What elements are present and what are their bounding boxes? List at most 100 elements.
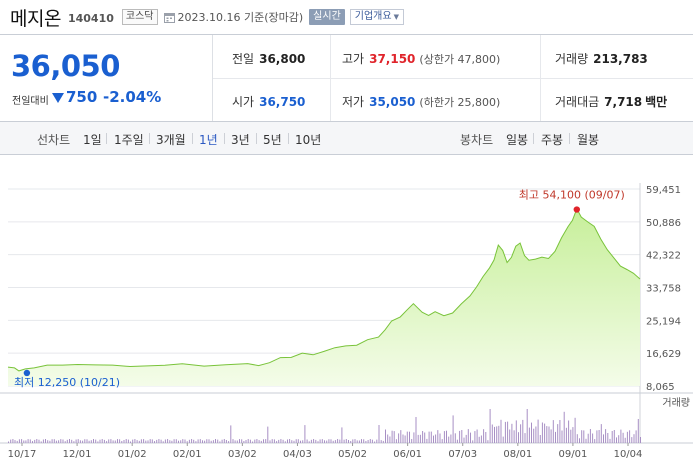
candle-monthly[interactable]: 월봉 [577, 133, 600, 147]
volume-bar [300, 440, 301, 443]
volume-bar [478, 436, 480, 443]
company-overview-dropdown[interactable]: 기업개요 ▼ [349, 9, 404, 25]
market-badge: 코스닥 [121, 9, 158, 25]
volume-bar [245, 440, 247, 443]
volume-bar [269, 440, 271, 443]
y-tick-label: 42,322 [646, 251, 681, 262]
realtime-button[interactable]: 실시간 [309, 9, 345, 25]
volume-bar [624, 437, 626, 443]
volume-bar [406, 431, 408, 443]
volume-bar [232, 439, 234, 443]
volume-bar [117, 439, 118, 443]
volume-bar [287, 439, 288, 443]
candle-weekly[interactable]: 주봉 [541, 133, 564, 147]
volume-bar [315, 439, 317, 443]
trade-amount-unit: 백만 [645, 95, 668, 109]
volume-bar [140, 439, 142, 443]
volume-bar [376, 439, 378, 443]
period-1y[interactable]: 1년 [199, 133, 218, 147]
volume-bar [348, 440, 349, 443]
volume-bar [378, 425, 380, 443]
quote-col-divider [540, 35, 541, 121]
volume-bar [77, 439, 79, 443]
volume-bar [110, 439, 112, 443]
volume-bar [618, 435, 620, 443]
volume-bar [18, 439, 20, 443]
volume-bar [282, 439, 284, 443]
volume-bar [29, 439, 31, 443]
period-separator [569, 133, 570, 144]
volume-bar [587, 433, 589, 443]
x-tick-label: 10/04 [614, 449, 643, 460]
x-tick-label: 09/01 [558, 449, 587, 460]
price-change-percent: -2.04% [103, 88, 162, 106]
volume-bar [422, 431, 424, 443]
x-axis-ticks: 10/17 12/01 01/02 02/01 03/02 04/03 05/02 06/01… [8, 443, 643, 460]
period-separator [224, 133, 225, 144]
volume-bar [317, 441, 319, 443]
volume-bar [511, 423, 513, 443]
volume-bar [385, 429, 386, 443]
volume-bar [265, 439, 267, 443]
volume-bar [258, 440, 260, 443]
volume-bar [594, 439, 596, 443]
volume-bar [164, 439, 166, 443]
period-1w[interactable]: 1주일 [114, 133, 144, 147]
volume-bar [225, 440, 227, 443]
volume-bar [629, 430, 631, 443]
volume-bar [363, 439, 365, 443]
volume-bar [293, 440, 295, 443]
open-value: 36,750 [259, 95, 306, 109]
volume-bar [328, 439, 330, 443]
volume-bar [321, 439, 323, 443]
volume-bar [134, 439, 136, 443]
volume-bar [71, 439, 73, 443]
volume-bar [515, 420, 517, 443]
quote-row-divider [213, 78, 693, 79]
volume-bar [69, 439, 70, 443]
low-label: 저가 [342, 95, 365, 109]
lower-limit: (하한가 25,800) [419, 96, 501, 109]
volume-bar [433, 435, 434, 443]
volume-bar [467, 429, 469, 443]
volume-bar [402, 434, 404, 443]
volume-bar [550, 429, 552, 443]
period-5y[interactable]: 5년 [263, 133, 282, 147]
volume-bar [613, 430, 615, 443]
period-3m[interactable]: 3개월 [156, 133, 186, 147]
volume-bar [106, 441, 108, 443]
volume-bar [576, 434, 578, 443]
period-3y[interactable]: 3년 [231, 133, 250, 147]
volume-bar [121, 441, 123, 443]
x-tick-label: 04/03 [283, 449, 312, 460]
volume-bar [12, 439, 14, 443]
volume-bar [391, 430, 393, 443]
period-1d[interactable]: 1일 [83, 133, 102, 147]
volume-bar [526, 409, 528, 443]
period-separator [288, 133, 289, 144]
volume-bar [34, 439, 36, 443]
volume-bar [557, 424, 559, 443]
volume-bar [537, 419, 539, 443]
volume-bar [147, 440, 149, 443]
volume-bar [592, 433, 594, 443]
volume-bar [304, 425, 306, 443]
volume-bar [509, 429, 511, 443]
volume-bar [585, 438, 587, 443]
volume-bar [319, 439, 321, 443]
volume-bar [223, 439, 225, 443]
candle-daily[interactable]: 일봉 [506, 133, 529, 147]
volume-bar [483, 429, 485, 443]
volume-bar [217, 439, 219, 443]
volume-bar [454, 433, 456, 443]
high-annotation: 최고 54,100 (09/07) [519, 189, 625, 202]
volume-bar [66, 439, 68, 443]
volume-bar [428, 431, 430, 443]
reference-date: 2023.10.16 기준(장마감) [177, 11, 304, 24]
period-10y[interactable]: 10년 [295, 133, 322, 147]
volume-bar [546, 426, 548, 443]
volume-bar [263, 439, 264, 443]
price-chart[interactable]: 59,451 50,886 42,322 33,758 25,194 16,629 8,06… [0, 155, 693, 472]
volume-bar [616, 437, 617, 443]
volume-bar [184, 439, 186, 443]
